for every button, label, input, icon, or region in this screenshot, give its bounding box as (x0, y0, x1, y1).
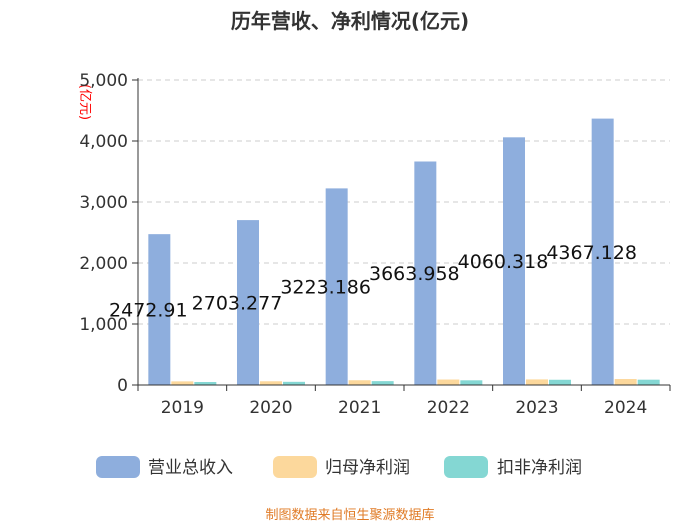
bar (237, 220, 259, 385)
source-note: 制图数据来自恒生聚源数据库 (265, 507, 434, 523)
y-tick-label: 3,000 (79, 193, 128, 213)
x-tick-label: 2019 (161, 398, 204, 418)
y-tick-label: 2,000 (79, 254, 128, 274)
bar (148, 234, 171, 385)
legend: 营业总收入 归母净利润 扣非净利润 (96, 456, 582, 478)
legend-swatch (444, 456, 488, 478)
bars (148, 118, 660, 385)
y-axis-label: (亿元) (77, 84, 92, 120)
y-tick-label: 5,000 (79, 71, 128, 91)
bar (371, 381, 394, 385)
legend-swatch (273, 456, 317, 478)
bar (171, 381, 194, 385)
data-label: 2703.277 (192, 293, 283, 315)
data-label: 2472.91 (109, 300, 188, 322)
grid (138, 79, 670, 325)
x-tick-label: 2022 (427, 398, 470, 418)
data-labels: 2472.91 2703.2773223.1863663.9584060.3184… (109, 242, 637, 322)
legend-label: 归母净利润 (325, 458, 410, 478)
bar (637, 379, 660, 385)
legend-label: 营业总收入 (148, 458, 233, 478)
x-tick-label: 2023 (515, 398, 558, 418)
bar (591, 118, 614, 385)
axes: 0 1,000 2,000 3,000 4,000 5,000 2019 2020 2021 20… (79, 71, 671, 418)
bar (549, 379, 571, 385)
bar (614, 379, 637, 385)
bar (526, 379, 548, 385)
data-label: 3223.186 (280, 277, 371, 299)
y-tick-label: 1,000 (79, 315, 128, 335)
bar (194, 381, 217, 385)
x-tick-label: 2024 (604, 398, 647, 418)
x-tick-label: 2020 (249, 398, 292, 418)
bar (260, 381, 282, 385)
y-tick-label: 0 (117, 376, 128, 396)
chart-title: 历年营收、净利情况(亿元) (231, 9, 469, 33)
bar (437, 379, 460, 385)
bar (325, 188, 348, 385)
data-label: 4367.128 (546, 242, 637, 264)
bar (283, 381, 305, 385)
bar (414, 161, 437, 385)
data-label: 4060.318 (458, 251, 549, 273)
legend-swatch (96, 456, 140, 478)
bar (460, 380, 483, 385)
legend-label: 扣非净利润 (497, 458, 582, 478)
x-tick-label: 2021 (338, 398, 381, 418)
data-label: 3663.958 (369, 263, 460, 285)
bar (503, 137, 525, 385)
bar (348, 380, 371, 385)
y-tick-label: 4,000 (79, 132, 128, 152)
